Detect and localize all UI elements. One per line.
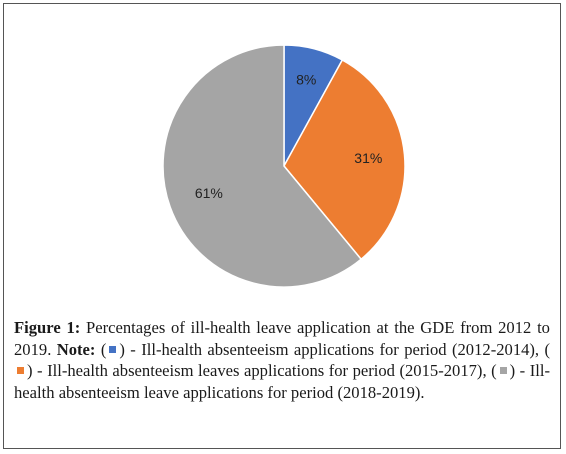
chart-area: 8% 31% 61% [4, 4, 560, 304]
pie-slice-31 [283, 58, 406, 261]
legend-swatch-blue [109, 345, 117, 353]
figure-frame: 8% 31% 61% Figure 1: Percentages of ill-he… [3, 3, 561, 449]
pie-chart: 8% 31% 61% [162, 44, 406, 288]
legend-swatch-gray [499, 367, 507, 374]
caption-main-text: Percentages of ill-health leave applicat… [14, 318, 550, 359]
pie-data-label-31: 31% [354, 150, 382, 166]
caption-item1-text: ) - Ill-health absenteeism applications … [119, 339, 550, 359]
legend-swatch-orange [17, 367, 24, 374]
pie-slice-61 [162, 44, 363, 288]
caption-item2-text: ) - Ill-health absenteeism leaves applic… [27, 361, 497, 380]
caption-item3-text: ) - Ill-health absenteeism leave applica… [14, 361, 551, 402]
figure-caption: Figure 1: Percentages of ill-health leav… [14, 317, 550, 403]
note-label: Note: [56, 339, 96, 359]
figure-label: Figure 1: [14, 318, 81, 337]
pie-data-label-8: 8% [296, 71, 316, 87]
pie-data-label-61: 61% [195, 185, 223, 201]
caption-open-paren: ( [95, 339, 107, 359]
